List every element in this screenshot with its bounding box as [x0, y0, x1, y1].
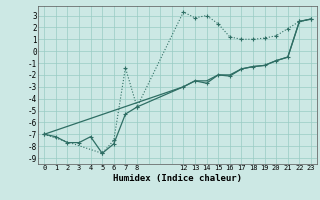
X-axis label: Humidex (Indice chaleur): Humidex (Indice chaleur) — [113, 174, 242, 183]
